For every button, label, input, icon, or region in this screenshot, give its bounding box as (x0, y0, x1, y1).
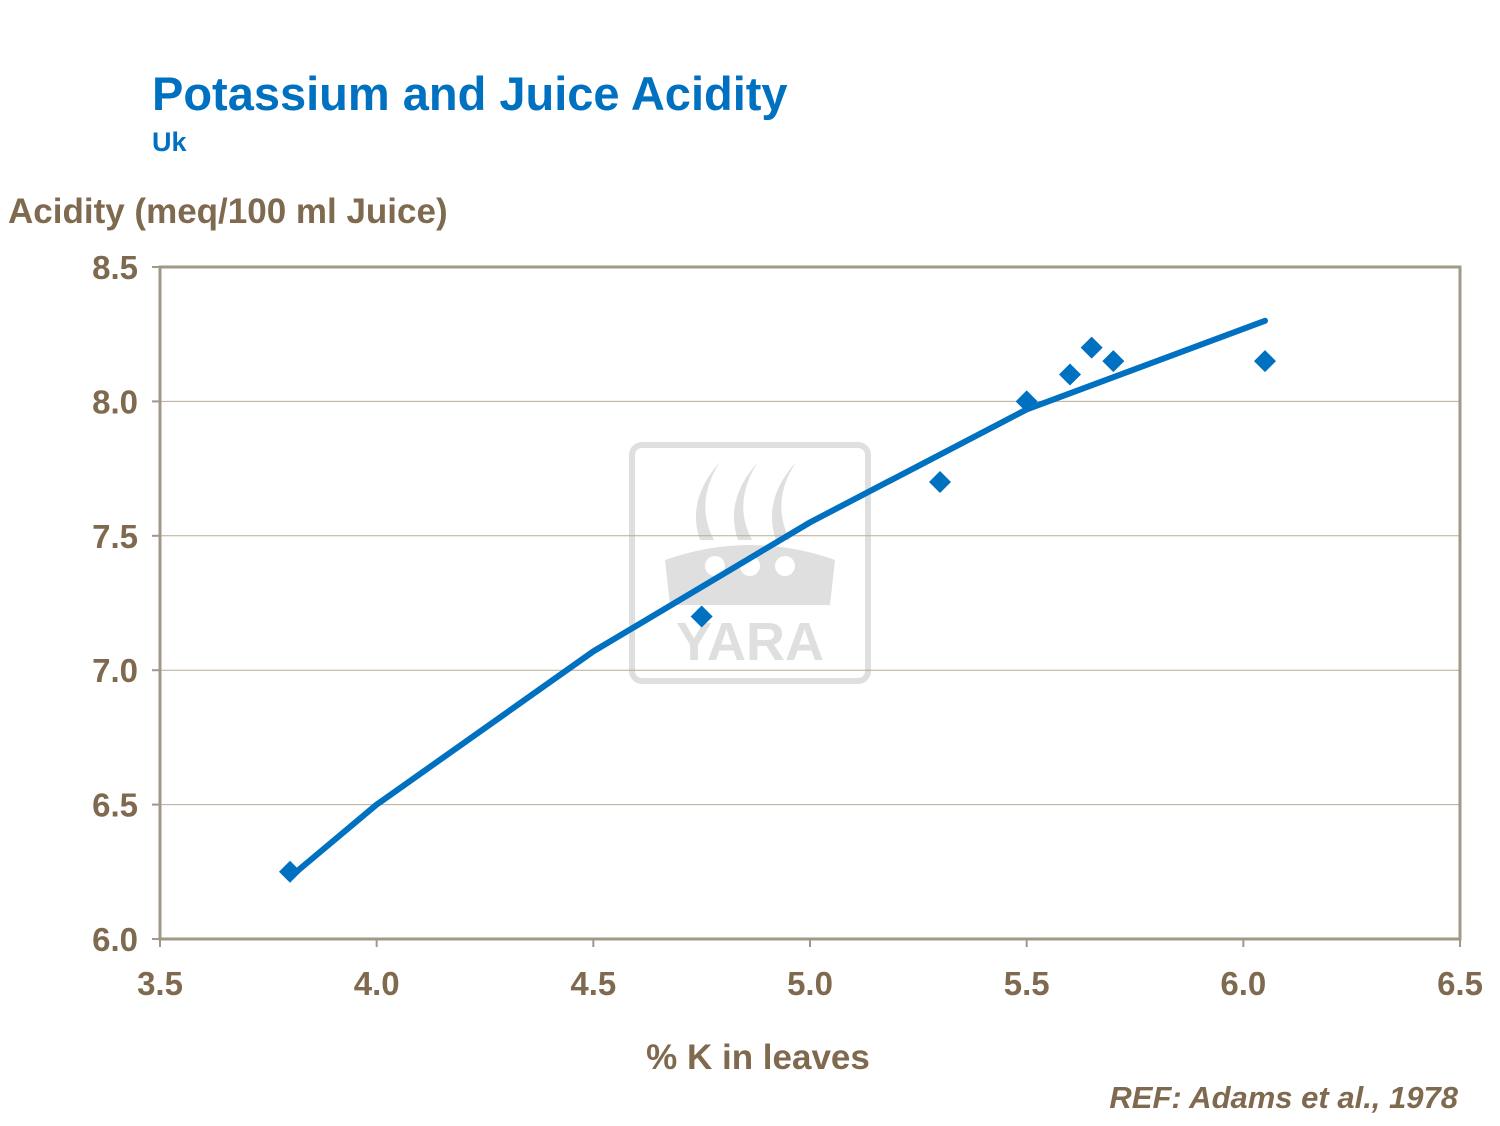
source-reference: REF: Adams et al., 1978 (1109, 1080, 1458, 1115)
y-tick-label: 8.0 (92, 383, 138, 420)
y-tick-label: 6.5 (92, 787, 138, 824)
y-tick-label: 8.5 (92, 249, 138, 286)
chart-title: Potassium and Juice Acidity (152, 67, 788, 120)
x-tick-label: 4.5 (570, 965, 616, 1002)
data-point (1080, 336, 1103, 359)
y-tick-label: 7.5 (92, 518, 138, 555)
x-tick-label: 6.5 (1437, 965, 1483, 1002)
y-tick-label: 7.0 (92, 652, 138, 689)
data-point (279, 860, 301, 883)
x-tick-label: 5.5 (1004, 965, 1050, 1002)
data-point (690, 605, 713, 628)
data-point (929, 471, 951, 494)
data-point (1015, 390, 1038, 413)
x-tick-label: 4.0 (354, 965, 400, 1002)
x-tick-label: 6.0 (1220, 965, 1266, 1002)
x-tick-label: 5.0 (787, 965, 833, 1002)
x-axis-label: % K in leaves (646, 1038, 870, 1077)
data-point (1102, 350, 1125, 373)
data-point (1059, 363, 1081, 386)
plot-border (158, 265, 1462, 941)
x-tick-label: 3.5 (137, 965, 183, 1002)
y-tick-label: 6.0 (92, 921, 138, 958)
yara-logo-watermark: YARA (629, 442, 871, 684)
chart-subtitle: Uk (152, 127, 187, 157)
trendline (287, 317, 1268, 881)
data-point (1254, 350, 1276, 373)
y-axis-label: Acidity (meq/100 ml Juice) (8, 192, 448, 231)
